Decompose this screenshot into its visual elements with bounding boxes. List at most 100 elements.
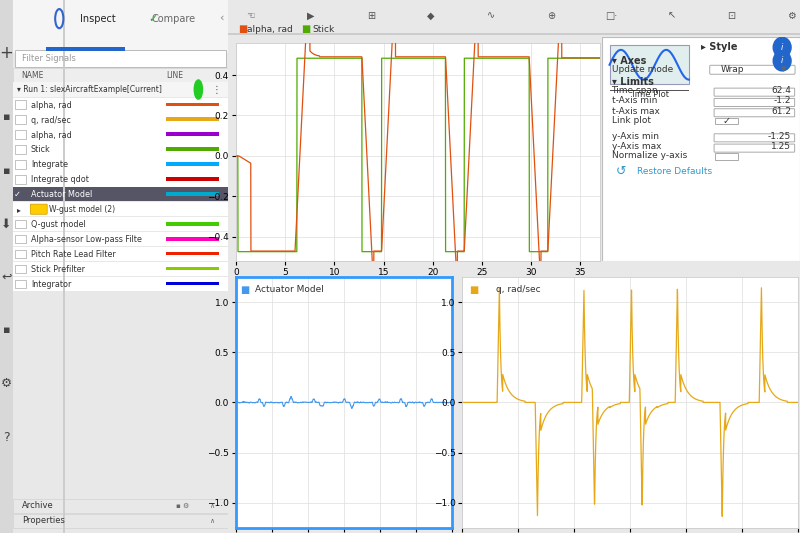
Bar bbox=[15, 175, 26, 183]
Text: Wrap: Wrap bbox=[721, 65, 744, 74]
Text: ?: ? bbox=[3, 431, 10, 443]
FancyBboxPatch shape bbox=[714, 144, 794, 152]
Text: ‹: ‹ bbox=[219, 13, 223, 22]
Bar bbox=[13, 82, 228, 97]
Bar bbox=[166, 102, 219, 106]
Text: ■: ■ bbox=[302, 24, 310, 34]
Bar bbox=[15, 279, 26, 288]
Text: ▶: ▶ bbox=[307, 11, 314, 21]
Text: ◆: ◆ bbox=[427, 11, 435, 21]
Text: ✓: ✓ bbox=[148, 14, 158, 23]
Bar bbox=[13, 157, 228, 172]
Bar bbox=[15, 115, 26, 124]
Bar bbox=[13, 98, 228, 112]
Text: ▼: ▼ bbox=[781, 67, 786, 72]
Circle shape bbox=[774, 51, 791, 71]
Text: Compare: Compare bbox=[151, 14, 195, 23]
Bar bbox=[13, 217, 228, 231]
FancyBboxPatch shape bbox=[714, 134, 794, 142]
Text: Actuator Model: Actuator Model bbox=[255, 285, 324, 294]
Text: ■: ■ bbox=[240, 285, 250, 295]
Bar bbox=[15, 100, 26, 109]
Bar bbox=[166, 117, 219, 121]
Text: 62.4: 62.4 bbox=[771, 86, 791, 95]
Bar bbox=[166, 222, 219, 225]
Text: i: i bbox=[781, 56, 783, 66]
Text: alpha, rad: alpha, rad bbox=[30, 101, 71, 110]
Text: Properties: Properties bbox=[22, 516, 65, 525]
Bar bbox=[13, 127, 228, 142]
Bar bbox=[15, 249, 26, 258]
FancyBboxPatch shape bbox=[714, 99, 794, 107]
Bar bbox=[166, 132, 219, 136]
Text: 1.25: 1.25 bbox=[771, 142, 791, 151]
Bar bbox=[13, 247, 228, 261]
Bar bbox=[228, 33, 800, 35]
Bar bbox=[13, 0, 228, 53]
Text: Stick Prefilter: Stick Prefilter bbox=[30, 265, 85, 274]
Text: Actuator Model: Actuator Model bbox=[30, 190, 92, 199]
Bar bbox=[166, 237, 219, 240]
Bar bbox=[166, 266, 219, 270]
Bar bbox=[166, 177, 219, 181]
Text: 61.2: 61.2 bbox=[771, 107, 791, 116]
Bar bbox=[610, 45, 689, 84]
Text: t-Axis min: t-Axis min bbox=[611, 96, 657, 106]
FancyBboxPatch shape bbox=[714, 109, 794, 117]
Text: ↺: ↺ bbox=[616, 165, 626, 178]
Text: ↖: ↖ bbox=[667, 11, 675, 21]
Text: q, rad/sec: q, rad/sec bbox=[496, 285, 541, 294]
Text: +: + bbox=[0, 44, 14, 62]
Circle shape bbox=[194, 80, 202, 99]
Text: Update mode: Update mode bbox=[611, 64, 673, 74]
Text: ☜: ☜ bbox=[246, 11, 255, 21]
Bar bbox=[15, 220, 26, 228]
Bar bbox=[13, 232, 228, 246]
Text: ✓: ✓ bbox=[14, 190, 21, 199]
Text: ⊕: ⊕ bbox=[547, 11, 555, 21]
Text: Stick: Stick bbox=[30, 146, 50, 155]
Text: alpha, rad: alpha, rad bbox=[247, 25, 293, 34]
Text: Integrate: Integrate bbox=[30, 160, 68, 169]
Bar bbox=[13, 172, 228, 187]
Text: ⚙: ⚙ bbox=[787, 11, 796, 21]
Bar bbox=[13, 187, 228, 201]
Text: ∿: ∿ bbox=[487, 11, 495, 21]
Text: i: i bbox=[781, 43, 783, 52]
Bar bbox=[166, 147, 219, 151]
Text: □·: □· bbox=[605, 11, 618, 21]
Bar bbox=[166, 252, 219, 255]
Text: Integrate qdot: Integrate qdot bbox=[30, 175, 89, 184]
Bar bbox=[714, 154, 738, 159]
Text: y-Axis max: y-Axis max bbox=[611, 142, 661, 151]
Bar bbox=[0, 0, 13, 533]
Text: ✓: ✓ bbox=[722, 116, 730, 126]
Text: Q-gust model: Q-gust model bbox=[30, 220, 86, 229]
Bar bbox=[62, 0, 65, 533]
Text: ⊞: ⊞ bbox=[367, 11, 375, 21]
Bar bbox=[13, 112, 228, 127]
Bar bbox=[13, 68, 228, 83]
Bar bbox=[166, 281, 219, 285]
Text: -1.2: -1.2 bbox=[774, 96, 791, 106]
Bar bbox=[15, 130, 26, 139]
Text: ■: ■ bbox=[238, 24, 247, 34]
Text: Normalize y-axis: Normalize y-axis bbox=[611, 151, 686, 160]
Text: ∧: ∧ bbox=[210, 518, 214, 524]
Bar bbox=[714, 118, 738, 124]
Text: ⬇: ⬇ bbox=[1, 217, 11, 230]
Text: ▾ Run 1: slexAircraftExample[Current]: ▾ Run 1: slexAircraftExample[Current] bbox=[17, 85, 162, 94]
Text: Integrator: Integrator bbox=[30, 280, 71, 289]
Text: Filter Signals: Filter Signals bbox=[22, 54, 75, 62]
Text: ▸ Style: ▸ Style bbox=[701, 43, 738, 52]
Text: ▪: ▪ bbox=[2, 166, 10, 175]
Text: W-gust model (2): W-gust model (2) bbox=[49, 205, 115, 214]
Bar bbox=[13, 142, 228, 157]
FancyBboxPatch shape bbox=[30, 204, 47, 214]
Text: Inspect: Inspect bbox=[80, 14, 116, 23]
Bar bbox=[13, 262, 228, 276]
Text: ▪ ⚙: ▪ ⚙ bbox=[176, 503, 189, 509]
Text: alpha, rad: alpha, rad bbox=[30, 131, 71, 140]
FancyBboxPatch shape bbox=[710, 66, 795, 74]
Text: ⚙: ⚙ bbox=[1, 377, 12, 390]
